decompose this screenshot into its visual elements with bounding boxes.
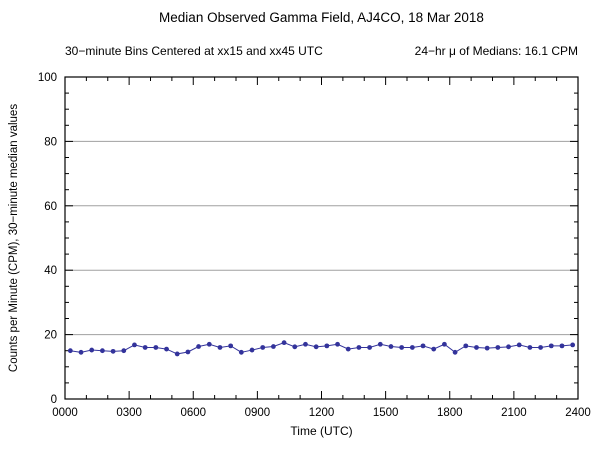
x-tick-labels: 0000 0300 0600 0900 1200 1500 1800 2100 2400 <box>52 407 591 419</box>
svg-text:1500: 1500 <box>373 407 399 419</box>
svg-text:1800: 1800 <box>437 407 463 419</box>
svg-text:2400: 2400 <box>565 407 591 419</box>
svg-text:100: 100 <box>38 72 57 84</box>
svg-text:0000: 0000 <box>52 407 78 419</box>
series-markers <box>67 340 576 357</box>
chart-title: Median Observed Gamma Field, AJ4CO, 18 M… <box>159 10 484 25</box>
svg-text:2100: 2100 <box>501 407 527 419</box>
chart-subtitle-mean: 24−hr μ of Medians: 16.1 CPM <box>414 44 578 58</box>
svg-text:0900: 0900 <box>245 407 271 419</box>
chart-subtitle-bins: 30−minute Bins Centered at xx15 and xx45… <box>65 44 323 58</box>
axis-ticks <box>64 76 579 400</box>
x-axis-label: Time (UTC) <box>290 424 353 438</box>
y-tick-labels: 0 20 40 60 80 100 <box>38 72 57 406</box>
svg-text:80: 80 <box>44 136 57 148</box>
svg-text:20: 20 <box>44 330 57 342</box>
gridlines <box>65 140 578 336</box>
svg-text:0600: 0600 <box>180 407 206 419</box>
svg-text:1200: 1200 <box>309 407 335 419</box>
svg-text:0: 0 <box>51 394 57 406</box>
plot-frame <box>64 76 579 400</box>
svg-text:0300: 0300 <box>116 407 142 419</box>
svg-text:40: 40 <box>44 265 57 277</box>
svg-text:60: 60 <box>44 201 57 213</box>
